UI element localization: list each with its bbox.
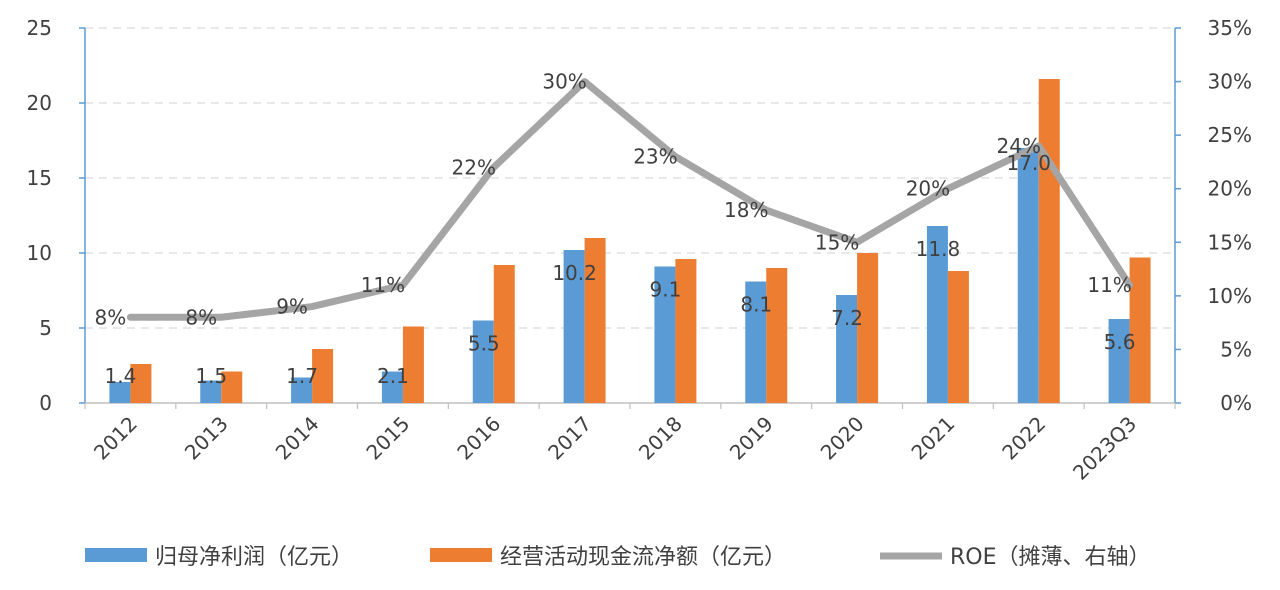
bar-data-label: 9.1 xyxy=(650,278,682,302)
x-axis-tick: 2023Q3 xyxy=(1068,412,1141,485)
roe-data-label: 8% xyxy=(95,305,127,329)
right-axis-tick: 35% xyxy=(1208,16,1252,40)
left-axis-tick: 0 xyxy=(39,391,52,415)
x-axis-tick: 2014 xyxy=(271,412,324,465)
left-axis-tick: 20 xyxy=(27,91,52,115)
roe-data-label: 8% xyxy=(185,305,217,329)
bar-data-label: 1.4 xyxy=(105,364,137,388)
x-axis-tick: 2012 xyxy=(89,412,142,465)
x-axis-tick: 2016 xyxy=(452,412,505,465)
right-axis-tick: 15% xyxy=(1208,230,1252,254)
right-axis-tick: 25% xyxy=(1208,123,1252,147)
bar xyxy=(766,268,788,403)
bar xyxy=(200,380,222,403)
roe-series-line xyxy=(126,78,1134,321)
axes: 0 5 10 15 20 25 0% 5% 10% 15% 20% 25% 30% 35% 2012 2013… xyxy=(27,16,1252,485)
bar xyxy=(381,371,403,403)
left-axis-tick: 5 xyxy=(39,316,52,340)
right-axis-tick: 20% xyxy=(1208,177,1252,201)
bar xyxy=(947,271,969,403)
bar xyxy=(291,377,313,403)
bar xyxy=(654,266,676,403)
x-axis-tick: 2018 xyxy=(634,412,687,465)
bar xyxy=(675,259,697,403)
bar-data-label: 8.1 xyxy=(740,293,772,317)
left-axis-tick: 25 xyxy=(27,16,52,40)
bar-data-label: 5.6 xyxy=(1104,330,1136,354)
bar xyxy=(472,320,494,403)
bar xyxy=(745,281,767,403)
x-axis-tick: 2013 xyxy=(180,412,233,465)
roe-data-label: 11% xyxy=(1087,273,1131,297)
x-axis-tick: 2017 xyxy=(543,412,596,465)
bar-data-label: 7.2 xyxy=(831,306,863,330)
legend-label: 归母净利润（亿元） xyxy=(155,545,353,570)
bar-data-label: 1.5 xyxy=(195,364,227,388)
roe-line xyxy=(126,78,1134,321)
bar xyxy=(109,382,131,403)
right-axis-tick: 30% xyxy=(1208,70,1252,94)
bar xyxy=(1108,319,1130,403)
x-axis-tick: 2021 xyxy=(906,412,959,465)
roe-data-label: 11% xyxy=(361,273,405,297)
bars xyxy=(109,79,1151,403)
bar xyxy=(1038,79,1060,403)
x-axis-tick: 2022 xyxy=(997,412,1050,465)
x-axis-tick: 2015 xyxy=(361,412,414,465)
roe-data-label: 23% xyxy=(633,145,677,169)
bar xyxy=(926,226,948,403)
bar xyxy=(1129,257,1151,403)
gridlines xyxy=(85,27,1175,329)
legend-label: 经营活动现金流净额（亿元） xyxy=(500,545,786,570)
roe-data-label: 20% xyxy=(906,177,950,201)
bar-data-label: 5.5 xyxy=(468,332,500,356)
x-axis-tick: 2020 xyxy=(816,412,869,465)
roe-data-label: 9% xyxy=(276,295,308,319)
legend: 归母净利润（亿元） 经营活动现金流净额（亿元） ROE（摊薄、右轴） xyxy=(85,545,1151,570)
right-axis-tick: 5% xyxy=(1220,337,1252,361)
bar xyxy=(130,364,152,403)
x-axis-tick: 2019 xyxy=(725,412,778,465)
bar-data-label: 1.7 xyxy=(286,364,318,388)
bar xyxy=(857,253,879,403)
bar xyxy=(312,349,334,403)
bar-data-label: 11.8 xyxy=(916,237,961,261)
bar xyxy=(402,326,424,403)
bar-data-label: 2.1 xyxy=(377,364,409,388)
bar xyxy=(493,265,515,403)
bar-data-label: 10.2 xyxy=(552,261,597,285)
bar xyxy=(221,371,243,403)
bar-data-label: 17.0 xyxy=(1006,151,1051,175)
data-labels: 1.4 1.5 1.7 2.1 5.5 10.2 9.1 8.1 7.2 11.8 17.0 5.6 8… xyxy=(95,70,1136,388)
left-axis-tick: 15 xyxy=(27,166,52,190)
left-axis-tick: 10 xyxy=(27,241,52,265)
bar xyxy=(563,250,585,403)
bar xyxy=(1017,148,1039,403)
roe-data-label: 24% xyxy=(997,134,1041,158)
right-axis-tick: 10% xyxy=(1208,284,1252,308)
roe-data-label: 30% xyxy=(542,70,586,94)
right-axis-tick: 0% xyxy=(1220,391,1252,415)
legend-swatch xyxy=(430,548,492,562)
legend-swatch xyxy=(85,548,147,562)
legend-label: ROE（摊薄、右轴） xyxy=(950,545,1151,570)
roe-data-label: 22% xyxy=(452,155,496,179)
bar xyxy=(584,238,606,403)
roe-data-label: 15% xyxy=(815,230,859,254)
roe-data-label: 18% xyxy=(724,198,768,222)
bar xyxy=(836,295,858,403)
